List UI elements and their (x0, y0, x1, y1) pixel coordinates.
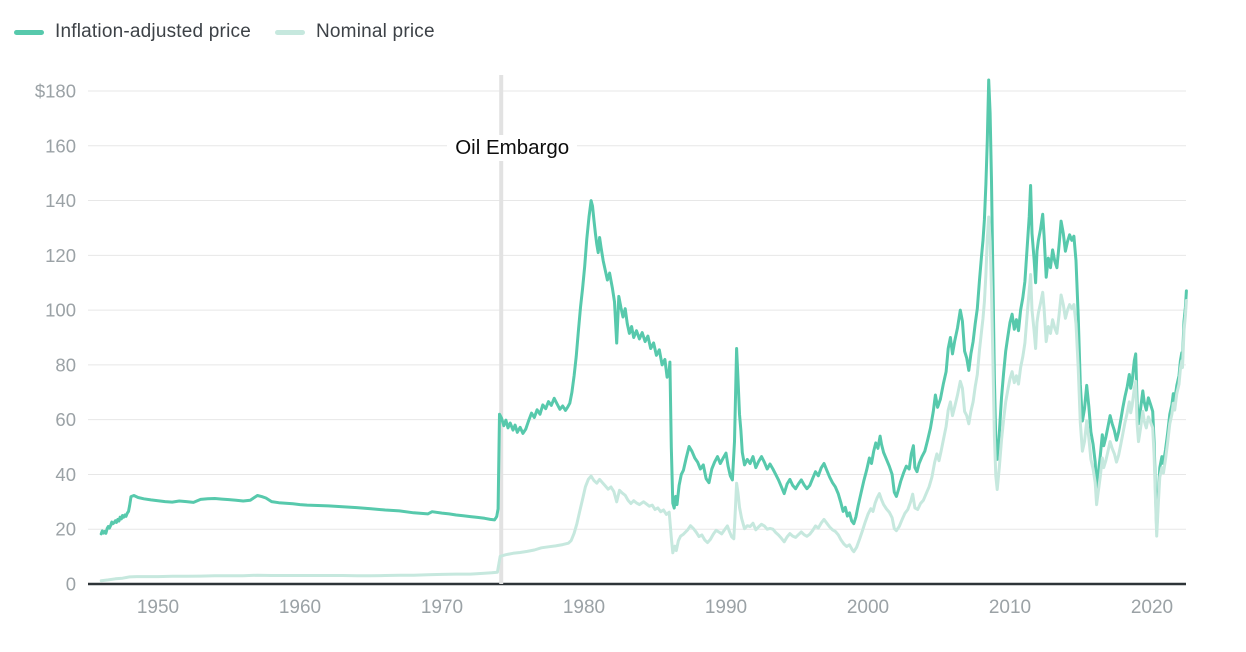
oil-embargo-label: Oil Embargo (447, 135, 578, 161)
legend-item-nominal: Nominal price (274, 21, 435, 43)
y-tick-label: 60 (55, 409, 76, 430)
y-tick-label: 0 (66, 574, 76, 595)
x-tick-label: 1970 (421, 597, 463, 618)
chart-legend: Inflation-adjusted price Nominal price (14, 21, 435, 43)
y-tick-label: 80 (55, 354, 76, 375)
x-tick-label: 2020 (1131, 597, 1173, 618)
legend-label-inflation-adjusted: Inflation-adjusted price (55, 21, 251, 42)
y-tick-label: 140 (45, 190, 76, 211)
x-tick-label: 1980 (563, 597, 605, 618)
x-tick-label: 1960 (279, 597, 321, 618)
x-tick-label: 1990 (705, 597, 747, 618)
x-tick-label: 1950 (137, 597, 179, 618)
y-tick-label: 40 (55, 464, 76, 485)
y-tick-label: 100 (45, 300, 76, 321)
series-line-inflation-adjusted (99, 78, 1188, 536)
legend-swatch-inflation-adjusted-icon (14, 29, 44, 35)
legend-label-nominal: Nominal price (315, 21, 435, 42)
legend-swatch-nominal-icon (274, 29, 305, 35)
x-tick-label: 2000 (847, 597, 889, 618)
y-tick-label: 20 (55, 519, 76, 540)
x-tick-label: 2010 (989, 597, 1031, 618)
y-tick-label: $180 (35, 80, 76, 101)
legend-item-inflation-adjusted: Inflation-adjusted price (14, 21, 251, 43)
series-line-nominal (99, 215, 1188, 583)
y-tick-label: 160 (45, 135, 76, 156)
y-tick-label: 120 (45, 245, 76, 266)
